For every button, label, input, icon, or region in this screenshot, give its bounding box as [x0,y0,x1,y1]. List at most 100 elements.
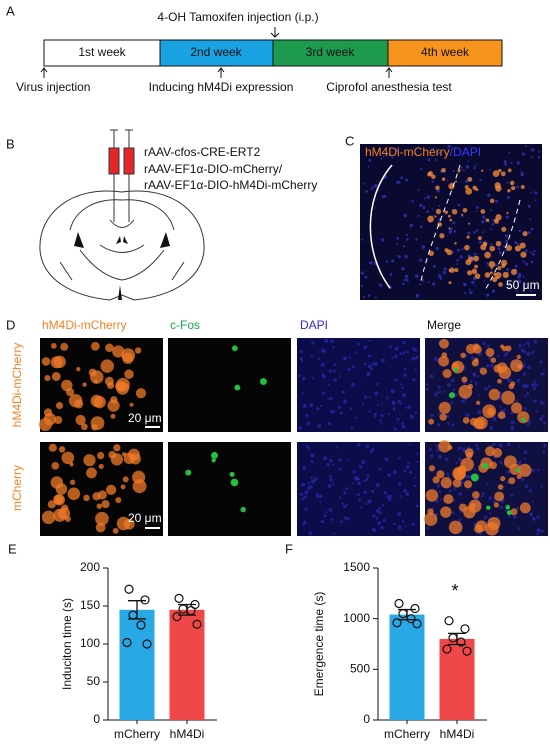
cell [105,343,114,353]
nucleus [405,234,408,237]
nucleus [299,492,304,496]
nucleus [360,284,364,288]
y-tick-label: 50 [87,674,101,688]
nucleus [503,408,507,411]
charts: E Induciton time (s) 0 50 100 150 200 mCherry hM… [8,541,487,741]
micrograph [360,144,542,300]
nucleus [515,399,518,402]
nucleus [302,377,306,381]
nucleus [370,489,375,493]
nucleus [435,444,439,448]
cell [428,250,434,256]
nucleus [412,378,416,382]
cell [436,470,445,479]
cell [65,387,75,397]
nucleus [526,351,531,356]
nucleus [437,385,441,389]
nucleus [404,254,408,259]
micrograph-grid [38,338,548,536]
data-point [460,624,470,634]
nucleus [387,412,391,415]
nucleus [389,273,393,276]
cell [518,463,532,477]
cell [134,347,142,354]
micrograph [297,442,420,536]
nucleus [524,249,528,253]
nucleus [492,416,497,421]
nucleus [345,487,349,490]
cell [464,448,474,458]
cell [441,352,448,358]
column-label: hM4Di-mCherry [42,318,127,332]
nucleus [522,260,525,263]
nucleus [333,378,337,382]
cell [444,210,448,214]
cell [440,506,452,518]
cell [427,215,434,223]
data-point [128,610,138,620]
cfos-cell [448,392,456,399]
nucleus [486,483,489,486]
nucleus [404,525,407,528]
data-point [448,633,458,643]
nucleus [489,425,494,430]
cell [467,176,473,182]
stain-label: hM4Di-mCherry/DAPI [365,145,481,159]
cell [93,379,99,384]
nucleus [317,424,322,428]
cell [90,341,100,351]
cell [484,446,496,457]
nucleus [371,447,375,451]
nucleus [516,242,519,246]
nucleus [523,450,528,455]
nucleus [381,503,384,507]
cfos-cell [506,510,512,516]
cell [498,366,512,380]
panel-letter: D [6,317,15,332]
nucleus [350,425,354,429]
cell [116,381,130,395]
nucleus [402,340,406,345]
nucleus [352,365,356,369]
nucleus [431,180,435,183]
nucleus [474,382,478,386]
nucleus [405,492,410,496]
nucleus [415,293,420,298]
cell [510,359,523,372]
micrograph [40,338,163,432]
cell [509,463,521,475]
nucleus [380,413,384,418]
week-label: 2nd week [190,45,242,59]
nucleus [413,484,417,487]
cell [116,516,131,531]
nucleus [416,461,419,464]
nucleus [477,394,480,397]
nucleus [473,374,477,377]
cell [441,177,446,181]
cfos-cell [211,458,216,463]
y-tick-label: 100 [80,636,100,650]
nucleus [394,378,397,381]
nucleus [522,371,527,376]
nucleus [311,341,315,345]
cell [482,404,497,419]
nucleus [391,259,395,263]
nucleus [461,248,464,251]
nucleus [474,285,477,287]
nucleus [508,151,511,154]
nucleus [486,344,490,348]
nucleus [343,491,347,495]
nucleus [542,450,546,454]
nucleus [400,383,403,386]
nucleus [510,161,513,165]
cell [93,395,106,409]
cell [95,522,106,533]
nucleus [453,230,457,233]
nucleus [407,405,412,409]
nucleus [473,252,477,256]
nucleus [516,506,519,510]
nucleus [366,374,369,377]
nucleus [392,470,397,475]
nucleus [299,349,303,354]
nucleus [455,461,458,465]
